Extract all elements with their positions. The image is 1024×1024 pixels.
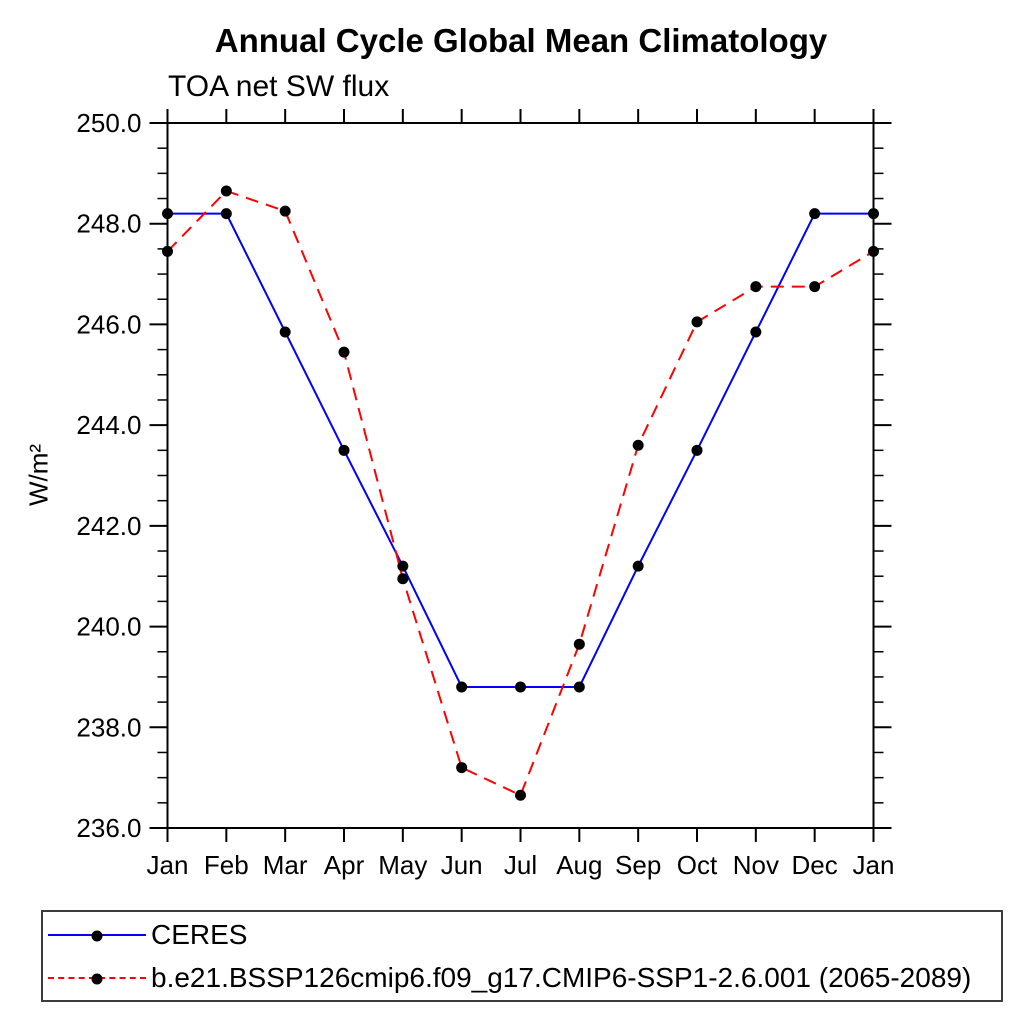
- series-marker-0: [632, 560, 644, 572]
- series-marker-0: [397, 560, 409, 572]
- x-tick-label: Nov: [733, 850, 779, 880]
- y-tick-label: 248.0: [76, 209, 141, 239]
- x-tick-label: Jun: [441, 850, 483, 880]
- legend-line-sample-solid: [48, 930, 146, 941]
- legend-line-sample-dashed: [48, 973, 146, 984]
- y-tick-label: 250.0: [76, 108, 141, 138]
- series-marker-1: [632, 439, 644, 451]
- series-line-0: [167, 212, 874, 688]
- legend-box: CERES b.e21.BSSP126cmip6.f09_g17.CMIP6-S…: [41, 910, 1003, 1002]
- legend-marker-dot-icon: [91, 973, 103, 984]
- y-tick-label: 244.0: [76, 410, 141, 440]
- page-title: Annual Cycle Global Mean Climatology: [214, 22, 828, 59]
- x-tick-label: Feb: [204, 850, 249, 880]
- series-marker-0: [338, 444, 350, 456]
- series-marker-1: [809, 281, 821, 293]
- x-tick-label: Dec: [792, 850, 838, 880]
- x-tick-label: Oct: [677, 850, 718, 880]
- legend-label: CERES: [151, 918, 248, 950]
- series-marker-1: [515, 789, 526, 801]
- series-marker-1: [456, 762, 468, 774]
- series-marker-1: [338, 346, 350, 358]
- series-marker-0: [573, 681, 585, 693]
- series-marker-0: [515, 681, 526, 693]
- y-tick-label: 242.0: [76, 511, 141, 541]
- y-tick-label: 240.0: [76, 612, 141, 642]
- legend-label: b.e21.BSSP126cmip6.f09_g17.CMIP6-SSP1-2.…: [151, 961, 972, 993]
- plot-subtitle: TOA net SW flux: [168, 70, 390, 103]
- series-marker-1: [162, 245, 173, 257]
- legend-marker-dot-icon: [91, 930, 103, 941]
- series-marker-1: [691, 316, 703, 328]
- series-marker-0: [750, 326, 762, 338]
- y-tick-label: 238.0: [76, 712, 141, 742]
- x-tick-label: May: [378, 850, 427, 880]
- series-marker-1: [868, 245, 879, 257]
- series-marker-0: [220, 208, 232, 220]
- series-marker-0: [691, 444, 703, 456]
- series-marker-1: [750, 281, 762, 293]
- series-marker-0: [868, 208, 879, 220]
- x-tick-label: Sep: [615, 850, 661, 880]
- x-tick-label: Apr: [324, 850, 365, 880]
- x-tick-label: Aug: [556, 850, 602, 880]
- x-tick-label: Jan: [147, 850, 189, 880]
- series-marker-0: [279, 326, 291, 338]
- y-tick-label: 246.0: [76, 309, 141, 339]
- series-marker-0: [456, 681, 468, 693]
- legend-item-ceres: CERES: [43, 913, 1001, 956]
- y-tick-label: 236.0: [76, 813, 141, 843]
- series-marker-1: [397, 573, 409, 585]
- series-marker-1: [220, 185, 232, 197]
- plot-border: [166, 122, 875, 829]
- x-tick-label: Jul: [504, 850, 537, 880]
- series-marker-1: [279, 205, 291, 217]
- series-marker-0: [162, 208, 173, 220]
- x-tick-label: Jan: [853, 850, 895, 880]
- x-tick-label: Mar: [263, 850, 308, 880]
- series-line-1: [166, 189, 875, 797]
- legend-item-model: b.e21.BSSP126cmip6.f09_g17.CMIP6-SSP1-2.…: [43, 956, 1001, 999]
- series-marker-1: [573, 638, 585, 650]
- series-marker-0: [809, 208, 821, 220]
